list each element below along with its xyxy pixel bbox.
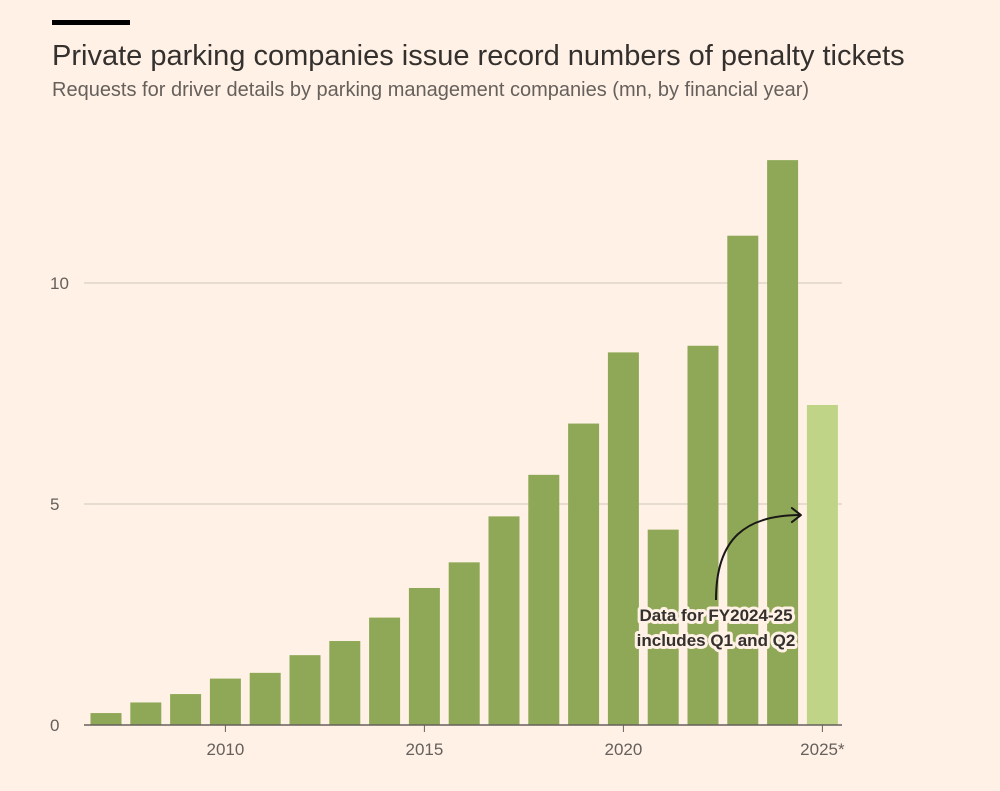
bar-2013 xyxy=(329,641,361,725)
annotation-arrowhead xyxy=(790,507,802,524)
bar-2012 xyxy=(289,655,321,725)
bar-2011 xyxy=(249,672,281,725)
bar-2022 xyxy=(687,345,719,725)
bar-2019 xyxy=(568,423,600,725)
bar-series xyxy=(90,160,838,725)
title-accent-rule xyxy=(52,20,130,25)
x-tick-label: 2010 xyxy=(206,740,244,759)
axes: 0 5 10 2010 2015 2020 2025* xyxy=(50,274,845,759)
bar-2024 xyxy=(767,160,799,725)
bar-2014 xyxy=(369,617,401,725)
bar-2017 xyxy=(488,516,520,725)
bar-2020 xyxy=(607,352,639,725)
annotation-text-line: Data for FY2024-25 xyxy=(639,606,792,625)
bar-2007 xyxy=(90,713,122,725)
bar-2009 xyxy=(170,694,202,725)
annotation-text-line: includes Q1 and Q2 xyxy=(637,631,796,650)
y-tick-label: 10 xyxy=(50,274,69,293)
annotation-halo: includes Q1 and Q2 xyxy=(637,631,796,650)
bar-2025 xyxy=(806,404,838,725)
x-tick-label: 2025* xyxy=(800,740,845,759)
bar-2021 xyxy=(647,529,679,725)
bar-2008 xyxy=(130,702,162,725)
bar-2010 xyxy=(209,678,241,725)
chart-subtitle: Requests for driver details by parking m… xyxy=(52,79,810,101)
annotation-halo: Data for FY2024-25 xyxy=(639,606,792,625)
y-tick-label: 0 xyxy=(50,716,59,735)
x-tick-label: 2020 xyxy=(604,740,642,759)
bar-2023 xyxy=(727,235,759,725)
y-tick-label: 5 xyxy=(50,495,59,514)
annotation-arrow xyxy=(715,514,801,601)
bar-2016 xyxy=(448,562,480,725)
bar-2018 xyxy=(528,474,560,725)
bar-2015 xyxy=(408,587,440,725)
x-tick-label: 2015 xyxy=(405,740,443,759)
chart-title: Private parking companies issue record n… xyxy=(52,40,905,72)
